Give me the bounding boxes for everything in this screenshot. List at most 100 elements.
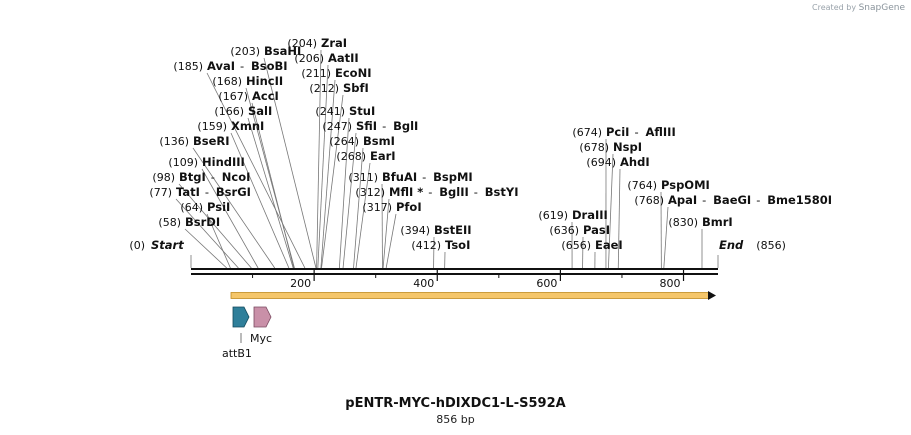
enzyme-name: HindIII xyxy=(202,155,245,169)
cut-site-separator: - xyxy=(240,59,244,73)
cut-site[interactable]: (136) BseRI xyxy=(159,134,229,148)
cut-site[interactable]: (312) MflI * - BglII - BstYI xyxy=(355,185,518,199)
cut-site-line xyxy=(206,72,306,269)
cut-site-position: (317) xyxy=(362,201,392,214)
enzyme-name: BmrI xyxy=(702,215,733,229)
cut-site-line xyxy=(355,162,371,269)
orf-body xyxy=(230,292,710,299)
orf-arrowhead-icon xyxy=(708,291,716,300)
cut-site[interactable]: (109) HindIII xyxy=(168,155,244,169)
enzyme-name: BsrGI xyxy=(216,185,251,199)
cut-site-line xyxy=(608,153,614,269)
cut-site[interactable]: (159) XmnI xyxy=(197,119,264,133)
start-position: (0) xyxy=(129,239,145,252)
cut-site[interactable]: (167) AccI xyxy=(218,89,278,103)
cut-site-position: (166) xyxy=(214,105,244,118)
cut-site[interactable]: (241) StuI xyxy=(315,104,375,118)
cut-site[interactable]: (77) TatI - BsrGI xyxy=(149,185,251,199)
enzyme-name: BstEII xyxy=(434,223,472,237)
cut-site-position: (64) xyxy=(180,201,203,214)
cut-site[interactable]: (656) EaeI xyxy=(561,238,622,252)
cut-site-line xyxy=(247,117,294,269)
cut-site[interactable]: (166) SalI xyxy=(214,104,272,118)
cut-site[interactable]: (317) PfoI xyxy=(362,200,421,214)
cut-site[interactable]: (619) DraIII xyxy=(538,208,607,222)
enzyme-name: NspI xyxy=(613,140,642,154)
cut-site-position: (768) xyxy=(634,194,664,207)
enzyme-name: DraIII xyxy=(572,208,608,222)
enzyme-name: StuI xyxy=(349,104,375,118)
cut-site-line xyxy=(663,206,669,269)
cut-site-position: (394) xyxy=(400,224,430,237)
enzyme-name: SalI xyxy=(248,104,272,118)
cut-site-position: (678) xyxy=(579,141,609,154)
enzyme-name: HincII xyxy=(246,74,283,88)
cut-site[interactable]: (185) AvaI - BsoBI xyxy=(173,59,287,73)
cut-site-line xyxy=(353,147,364,269)
cut-site-line xyxy=(617,168,621,269)
enzyme-name: BglII xyxy=(439,185,469,199)
enzyme-name: ZraI xyxy=(321,36,347,50)
enzyme-name: EarI xyxy=(370,149,396,163)
cut-site[interactable]: (764) PspOMI xyxy=(627,178,709,192)
cut-site-line xyxy=(317,64,329,269)
cut-site-line xyxy=(382,198,390,269)
cut-site-line xyxy=(321,94,344,269)
cut-site[interactable]: (247) SfiI - BglI xyxy=(322,119,418,133)
attb1-feature[interactable] xyxy=(232,306,250,328)
credit-prefix: Created by xyxy=(812,3,857,12)
cut-site[interactable]: (268) EarI xyxy=(336,149,395,163)
enzyme-name: BsrDI xyxy=(185,215,220,229)
enzyme-name: PfoI xyxy=(396,200,422,214)
cut-site[interactable]: (64) PsiI xyxy=(180,200,230,214)
enzyme-name: BglI xyxy=(393,119,418,133)
cut-site-line xyxy=(245,87,295,269)
ruler-tick-label: 600 xyxy=(536,277,557,290)
enzyme-name: BfuAI xyxy=(382,170,417,184)
cut-site-labels: (58) BsrDI(64) PsiI(77) TatI - BsrGI(98) BtgI -… xyxy=(129,36,832,252)
enzyme-name: BstYI xyxy=(485,185,519,199)
cut-site[interactable]: (768) ApaI - BaeGI - Bme1580I xyxy=(634,193,832,207)
cut-site-position: (185) xyxy=(173,60,203,73)
cut-site[interactable]: (206) AatII xyxy=(294,51,358,65)
orf-arrow[interactable] xyxy=(230,291,716,300)
cut-site[interactable]: (674) PciI - AflIII xyxy=(572,125,675,139)
cut-site[interactable]: (58) BsrDI xyxy=(158,215,220,229)
cut-site-position: (694) xyxy=(586,156,616,169)
cut-site[interactable]: (311) BfuAI - BspMI xyxy=(348,170,472,184)
cut-site-position: (674) xyxy=(572,126,602,139)
cut-site[interactable]: (204) ZraI xyxy=(287,36,347,50)
cut-site[interactable]: (412) TsoI xyxy=(411,238,470,252)
cut-site[interactable]: (212) SbfI xyxy=(309,81,368,95)
backbone-top-strand xyxy=(191,268,718,270)
cut-site-position: (211) xyxy=(301,67,331,80)
ruler: 200 400 600 800 xyxy=(252,270,685,290)
cut-site-line xyxy=(316,49,322,269)
cut-site-line xyxy=(206,213,231,269)
cut-site[interactable]: (394) BstEII xyxy=(400,223,471,237)
ruler-tick-label: 200 xyxy=(290,277,311,290)
map-length: 856 bp xyxy=(436,413,475,426)
cut-site-line xyxy=(338,117,350,269)
cut-site[interactable]: (98) BtgI - NcoI xyxy=(152,170,250,184)
cut-site[interactable]: (264) BsmI xyxy=(329,134,394,148)
enzyme-name: ApaI xyxy=(668,193,697,207)
cut-site[interactable]: (678) NspI xyxy=(579,140,642,154)
cut-site[interactable]: (830) BmrI xyxy=(668,215,732,229)
cut-site-separator: - xyxy=(211,170,215,184)
myc-feature[interactable] xyxy=(253,306,272,328)
cut-site-position: (268) xyxy=(336,150,366,163)
cut-site[interactable]: (168) HincII xyxy=(212,74,283,88)
enzyme-name: BsmI xyxy=(363,134,395,148)
cut-site-position: (168) xyxy=(212,75,242,88)
enzyme-name: BsaHI xyxy=(264,44,301,58)
cut-site[interactable]: (694) AhdI xyxy=(586,155,649,169)
myc-label: Myc xyxy=(250,332,272,345)
enzyme-name: AatII xyxy=(328,51,359,65)
cut-site[interactable]: (211) EcoNI xyxy=(301,66,371,80)
cut-site[interactable]: (203) BsaHI xyxy=(230,44,301,58)
cut-site[interactable]: (636) PasI xyxy=(549,223,610,237)
end-marker: End (856) xyxy=(719,238,786,252)
cut-site-position: (109) xyxy=(168,156,198,169)
cut-site-position: (204) xyxy=(287,37,317,50)
